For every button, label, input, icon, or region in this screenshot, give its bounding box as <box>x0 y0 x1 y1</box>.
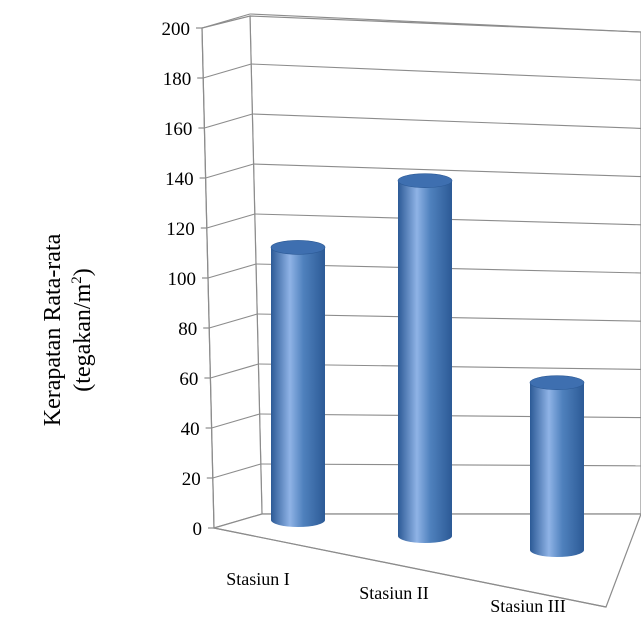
y-axis-unit-prefix: (tegakan/m <box>70 283 96 391</box>
gridline <box>249 13 641 33</box>
side-gridline <box>204 113 253 129</box>
x-axis-line <box>213 527 607 608</box>
bar-2 <box>397 173 453 543</box>
y-tick-label: 140 <box>165 169 194 190</box>
x-category-label: Stasiun II <box>359 583 429 603</box>
y-tick-label: 200 <box>162 19 191 40</box>
side-gridline <box>211 413 260 429</box>
x-category-label: Stasiun I <box>226 569 290 589</box>
y-axis-unit-superscript: 2 <box>69 276 85 284</box>
y-axis-title-line1: Kerapatan Rata-rata <box>40 233 66 426</box>
y-axis-line <box>201 27 215 529</box>
y-axis: 0 20 40 60 80 100 120 140 160 180 200 <box>162 19 607 608</box>
bars <box>270 173 585 557</box>
category-labels: Stasiun I Stasiun II Stasiun III <box>226 569 566 616</box>
y-axis-title-line2: (tegakan/m2) <box>69 268 96 391</box>
y-tick-label: 60 <box>179 369 198 390</box>
side-gridline <box>206 213 255 229</box>
gridline <box>252 113 641 129</box>
side-gridline <box>201 13 251 29</box>
side-gridline <box>207 263 257 279</box>
side-gridline <box>205 163 254 179</box>
y-tick-label: 100 <box>168 269 197 290</box>
x-category-label: Stasiun III <box>490 596 566 616</box>
side-gridline <box>210 363 259 379</box>
bar-top <box>529 375 585 390</box>
y-tick-label: 180 <box>163 69 192 90</box>
y-tick-label: 20 <box>182 469 201 490</box>
y-axis-title: Kerapatan Rata-rata (tegakan/m2) <box>40 233 96 426</box>
bar-top <box>397 173 453 188</box>
bar-body <box>530 382 584 557</box>
bar-top <box>270 240 326 255</box>
bar-body <box>398 180 452 543</box>
gridline <box>251 63 641 81</box>
y-tick-label: 40 <box>181 419 200 440</box>
y-tick-label: 0 <box>193 519 203 540</box>
y-axis-unit-suffix: ) <box>70 268 96 276</box>
side-gridline <box>203 63 252 79</box>
side-gridline <box>212 463 261 479</box>
side-gridline <box>209 313 258 329</box>
bar-3 <box>529 375 585 557</box>
y-tick-label: 80 <box>178 319 197 340</box>
gridline <box>253 163 641 178</box>
y-tick-label: 160 <box>164 119 193 140</box>
bar-body <box>271 247 325 527</box>
y-tick-label: 120 <box>166 219 195 240</box>
bar-1 <box>270 240 326 527</box>
